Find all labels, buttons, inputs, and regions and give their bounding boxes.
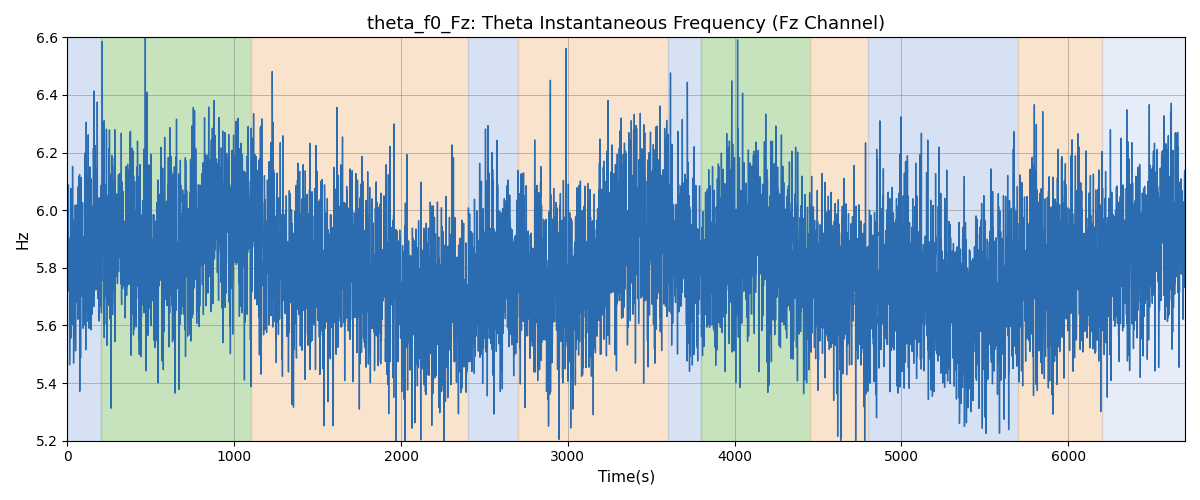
- Bar: [701, 38, 810, 440]
- X-axis label: Time(s): Time(s): [598, 470, 655, 485]
- Bar: [868, 38, 1018, 440]
- Bar: [517, 38, 668, 440]
- Bar: [67, 38, 101, 440]
- Title: theta_f0_Fz: Theta Instantaneous Frequency (Fz Channel): theta_f0_Fz: Theta Instantaneous Frequen…: [367, 15, 886, 34]
- Bar: [1018, 38, 1102, 440]
- Y-axis label: Hz: Hz: [16, 230, 30, 249]
- Bar: [468, 38, 517, 440]
- Bar: [668, 38, 701, 440]
- Bar: [251, 38, 468, 440]
- Bar: [1102, 38, 1186, 440]
- Bar: [101, 38, 251, 440]
- Bar: [810, 38, 868, 440]
